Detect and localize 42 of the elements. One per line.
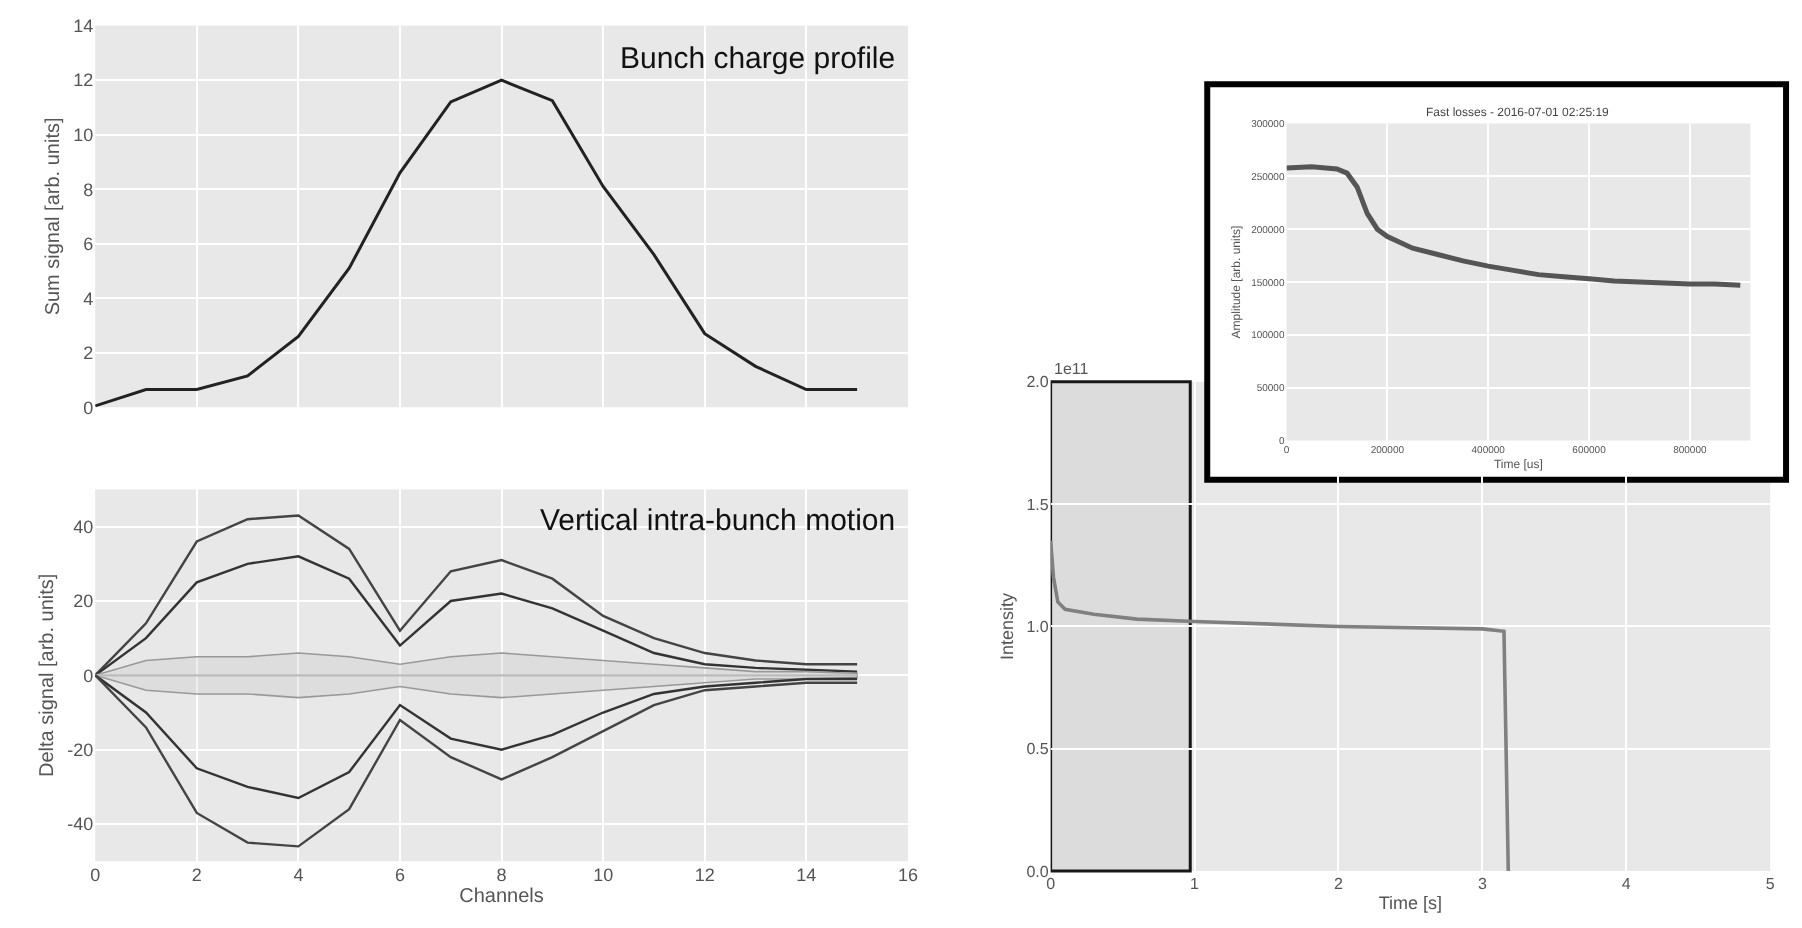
y-tick-label: 40 — [73, 516, 94, 537]
y-tick-label: 8 — [83, 179, 94, 200]
y-tick-label: 4 — [83, 288, 94, 309]
y-tick-label: 6 — [83, 234, 94, 255]
line-series — [1286, 164, 1743, 288]
x-tick-label: 10 — [593, 865, 614, 886]
line-series — [1050, 539, 1511, 872]
y-axis-title: Delta signal [arb. units] — [37, 573, 60, 778]
y-tick-label: 10 — [73, 124, 94, 145]
y-tick-label: 20 — [73, 591, 94, 612]
annotation: Vertical intra-bunch motion — [540, 504, 896, 538]
y-tick-label: 2.0 — [1026, 373, 1050, 392]
x-tick-label: 6 — [394, 865, 405, 886]
x-tick-label: 2 — [1334, 875, 1345, 894]
y-axis-title: Intensity — [997, 591, 1018, 660]
x-tick-label: 4 — [1621, 875, 1632, 894]
y-tick-label: 1.0 — [1026, 618, 1050, 637]
y-tick-label: 2 — [83, 343, 94, 364]
y-tick-label: 12 — [73, 70, 94, 91]
x-tick-label: 16 — [897, 865, 918, 886]
x-tick-label: 8 — [496, 865, 507, 886]
x-tick-label: 4 — [293, 865, 304, 886]
y-axis-title: Sum signal [arb. units] — [43, 117, 66, 316]
line-series — [95, 78, 859, 408]
x-tick-label: 1 — [1190, 875, 1201, 894]
text: 1e11 — [1054, 360, 1090, 378]
x-tick-label: 3 — [1477, 875, 1488, 894]
y-tick-label: 14 — [73, 15, 94, 36]
y-tick-label: 1.5 — [1026, 495, 1050, 514]
y-tick-label: 0.5 — [1026, 740, 1050, 759]
y-tick-label: -20 — [67, 740, 94, 760]
x-tick-label: 14 — [796, 865, 817, 886]
x-axis-title: Time [s] — [1378, 892, 1443, 913]
y-tick-label: 0.0 — [1026, 862, 1050, 881]
x-tick-label: 2 — [191, 865, 202, 886]
y-tick-label: -40 — [67, 814, 94, 835]
annotation: Bunch charge profile — [620, 42, 896, 76]
x-tick-label: 12 — [694, 865, 715, 886]
x-tick-label: 5 — [1765, 875, 1776, 894]
y-tick-label: 0 — [83, 665, 94, 686]
x-axis-title: Channels — [459, 886, 544, 909]
y-tick-label: 0 — [83, 397, 94, 418]
